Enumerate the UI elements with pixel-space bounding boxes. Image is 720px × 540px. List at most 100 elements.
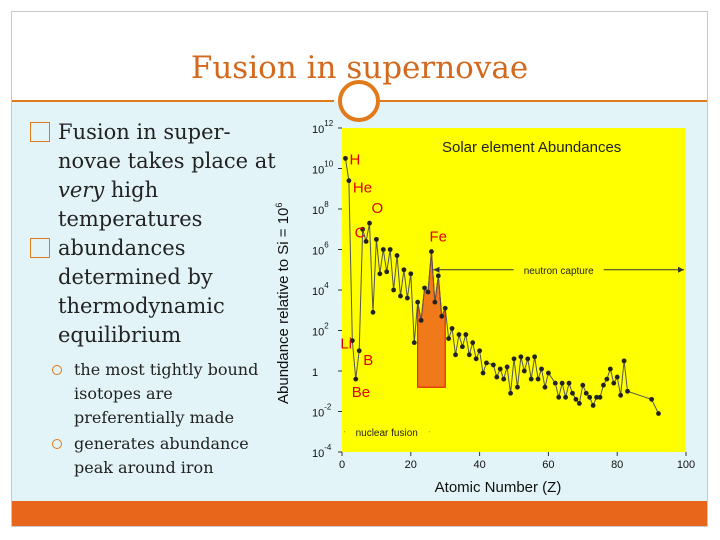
data-point	[453, 352, 458, 358]
sub-bullet-2-text: generates abundance peak around iron	[74, 434, 249, 477]
data-point	[380, 247, 386, 252]
neutron-capture-label: neutron capture	[524, 266, 594, 277]
element-label-c: C	[355, 224, 366, 241]
annotation-label-bg	[344, 425, 429, 438]
data-point	[576, 401, 582, 406]
data-point	[511, 356, 517, 362]
annotation-arrow-head	[433, 266, 440, 273]
sub-bullet-circle-icon	[52, 365, 62, 375]
data-point	[439, 313, 445, 319]
data-point	[590, 403, 596, 408]
bottom-bar	[12, 501, 707, 526]
sub-bullet-1-text: the most tightly bound isotopes are pref…	[74, 360, 259, 427]
data-point	[391, 287, 396, 293]
data-point	[618, 392, 624, 398]
data-point	[435, 273, 441, 279]
bullet-box-icon	[30, 122, 50, 142]
data-point	[656, 411, 661, 416]
data-point	[515, 384, 520, 390]
bullet-1-text-a: Fusion in super-novae takes place at	[58, 120, 276, 173]
y-tick-label: 108	[312, 200, 329, 217]
data-point	[611, 380, 617, 386]
chart-title: Solar element Abundances	[442, 139, 621, 156]
y-tick-label: 102	[312, 322, 329, 339]
data-point	[442, 305, 448, 311]
data-point	[422, 285, 427, 291]
data-point	[473, 356, 479, 362]
data-point	[360, 226, 366, 232]
data-point	[563, 394, 568, 400]
data-point	[353, 376, 359, 382]
data-point	[532, 354, 538, 360]
data-point	[556, 394, 562, 400]
y-tick-label: 1010	[312, 160, 334, 177]
element-label-be: Be	[352, 384, 370, 401]
data-point	[546, 370, 551, 376]
annotation-label-bg	[513, 263, 604, 276]
data-point	[539, 366, 544, 372]
y-axis-label: Abundance relative to Si = 106	[274, 203, 292, 404]
data-point	[349, 338, 355, 344]
data-point	[535, 376, 541, 382]
data-point	[528, 376, 534, 382]
data-point	[518, 354, 524, 360]
data-point	[408, 271, 414, 277]
data-point	[573, 396, 579, 402]
title-rule-right	[380, 100, 707, 102]
element-label-h: H	[349, 151, 360, 168]
element-label-b: B	[363, 352, 373, 369]
data-point	[597, 394, 603, 400]
data-point	[570, 390, 575, 396]
data-point	[377, 271, 383, 277]
data-point	[346, 178, 352, 184]
x-tick-label: 40	[473, 459, 485, 471]
element-label-fe: Fe	[429, 229, 447, 246]
data-point	[580, 382, 586, 388]
plot-area	[342, 128, 686, 452]
data-point	[449, 326, 455, 331]
data-point	[477, 348, 482, 354]
data-point	[552, 380, 558, 386]
data-point	[583, 390, 589, 396]
nuclear-fusion-label: nuclear fusion	[356, 428, 418, 439]
data-point	[374, 236, 379, 242]
data-point	[604, 376, 610, 382]
sub-bullet-2: generates abundance peak around iron	[30, 432, 280, 480]
x-tick-label: 20	[405, 459, 417, 471]
data-point	[594, 394, 599, 400]
data-point	[601, 382, 606, 388]
data-point	[621, 358, 627, 364]
data-point	[559, 380, 565, 386]
element-label-he: He	[353, 180, 372, 197]
data-point	[425, 289, 431, 295]
y-tick-label: 104	[312, 281, 329, 298]
data-point	[398, 293, 403, 299]
x-axis-label: Atomic Number (Z)	[435, 479, 562, 496]
data-point	[404, 295, 410, 301]
data-point	[470, 340, 476, 346]
bullet-1-text-b: high temperatures	[58, 178, 203, 231]
data-point	[363, 239, 369, 244]
data-point	[484, 360, 489, 366]
data-point	[460, 344, 465, 350]
x-tick-label: 0	[339, 459, 345, 471]
annotation-arrow-head	[678, 266, 684, 273]
data-point	[384, 269, 390, 275]
data-point	[542, 384, 548, 390]
data-point	[497, 366, 503, 372]
data-point	[432, 299, 438, 305]
data-point	[501, 376, 507, 382]
element-label-li: Li	[340, 336, 352, 353]
data-point	[490, 362, 496, 368]
data-point	[401, 267, 407, 273]
sub-bullet-1: the most tightly bound isotopes are pref…	[30, 358, 280, 430]
data-point	[367, 220, 372, 226]
title-circle-ornament	[338, 80, 380, 122]
element-label-o: O	[372, 200, 384, 217]
data-point	[418, 317, 424, 323]
data-point	[463, 332, 469, 337]
data-point	[466, 352, 472, 358]
data-point	[411, 340, 417, 346]
data-point	[614, 374, 620, 380]
data-point	[566, 380, 572, 386]
